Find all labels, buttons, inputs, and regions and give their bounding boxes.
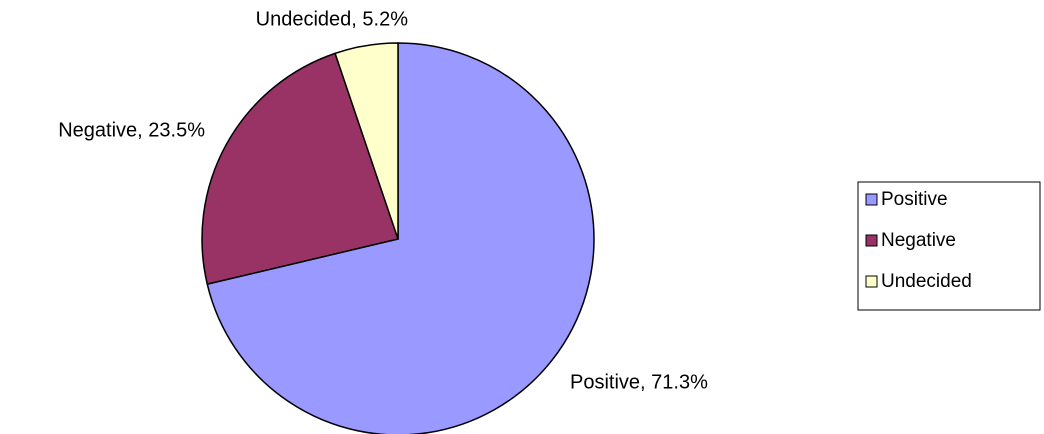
legend-label: Positive <box>881 189 948 210</box>
data-label: Negative, 23.5% <box>58 119 205 141</box>
pie-slice <box>206 42 595 434</box>
legend-swatch <box>865 193 878 206</box>
pie-slice <box>334 42 399 240</box>
legend: Positive Negative Undecided <box>857 181 1041 311</box>
legend-label: Negative <box>881 230 956 251</box>
legend-swatch <box>865 275 878 288</box>
pie-slice <box>201 52 399 286</box>
legend-label: Undecided <box>881 271 972 292</box>
data-label: Positive, 71.3% <box>570 371 708 393</box>
pie <box>201 42 595 434</box>
legend-box <box>857 181 1041 311</box>
legend-swatch <box>865 234 878 247</box>
data-label: Undecided, 5.2% <box>256 8 409 30</box>
